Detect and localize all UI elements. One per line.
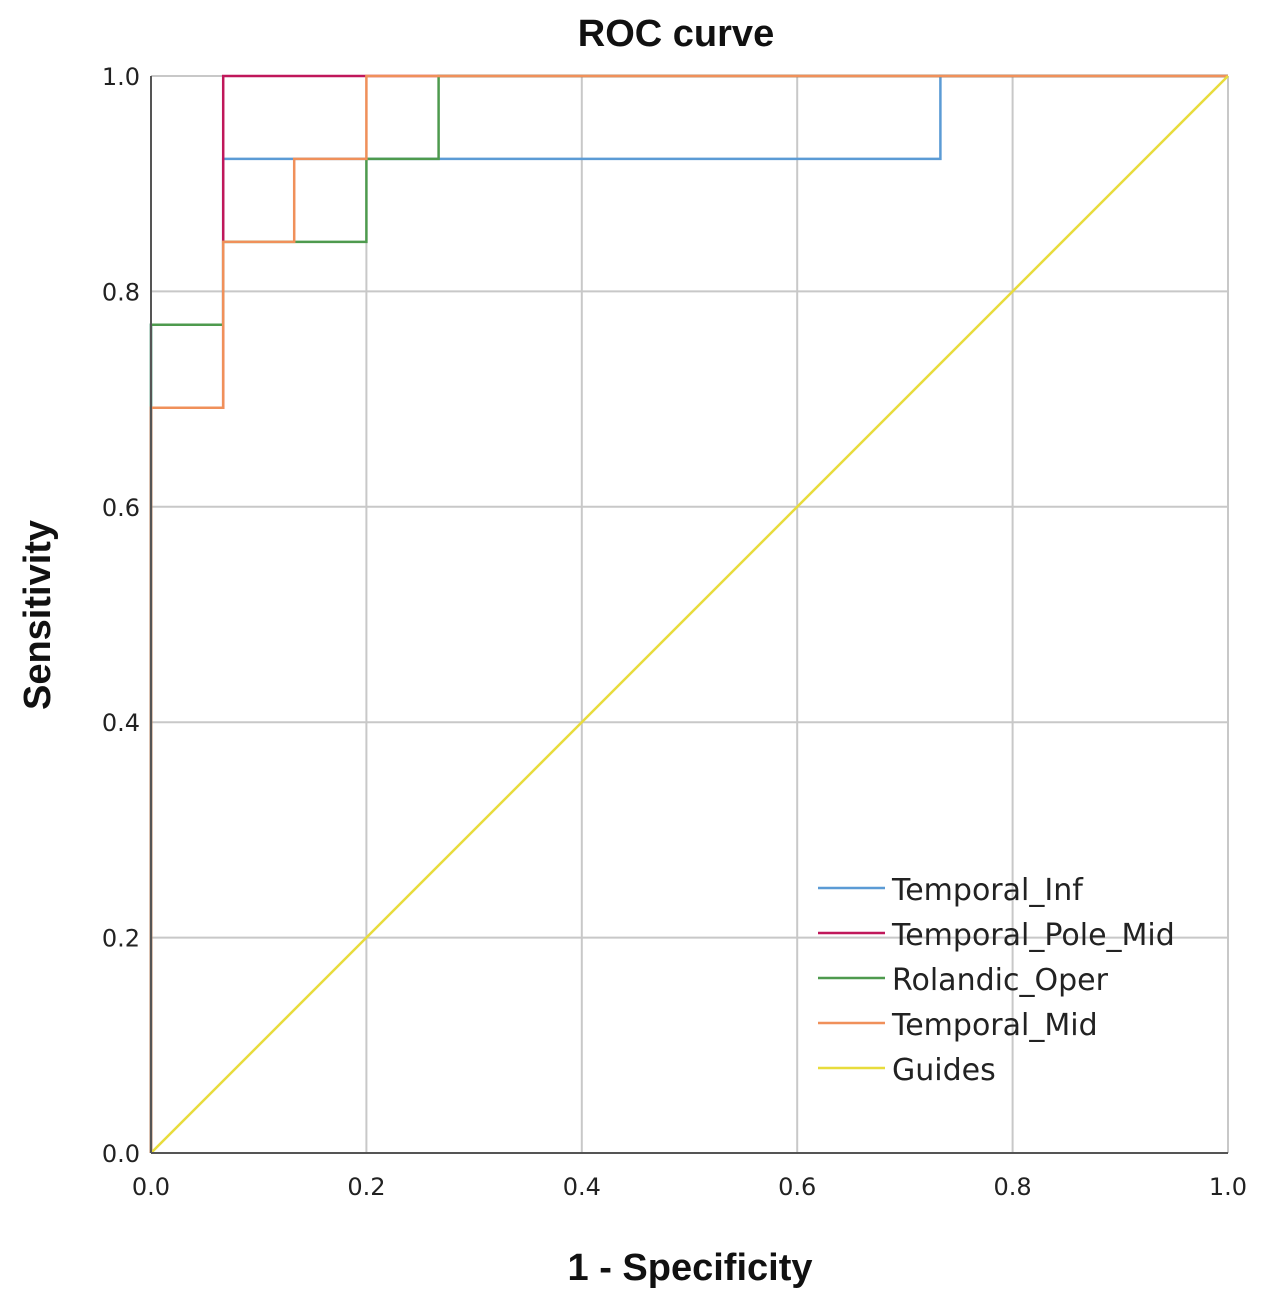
y-tick-label: 0.4 [102, 709, 140, 737]
legend-label: Guides [892, 1053, 996, 1088]
x-tick-label: 0.8 [994, 1173, 1032, 1201]
chart-title: ROC curve [578, 13, 774, 55]
y-tick-label: 0.8 [102, 278, 140, 306]
y-tick-label: 0.0 [102, 1140, 140, 1168]
x-tick-label: 1.0 [1209, 1173, 1247, 1201]
x-tick-label: 0.0 [132, 1173, 170, 1201]
x-tick-label: 0.2 [347, 1173, 385, 1201]
y-tick-label: 0.2 [102, 925, 140, 953]
legend: Temporal_Inf Temporal_Pole_Mid Rolandic_Op… [818, 873, 1175, 1088]
y-axis-title: Sensitivity [17, 520, 59, 710]
y-tick-label: 0.6 [102, 494, 140, 522]
legend-label: Temporal_Inf [891, 873, 1084, 908]
legend-label: Temporal_Mid [891, 1008, 1098, 1043]
series-line-guides [150, 75, 1229, 1154]
axes [150, 76, 1228, 1154]
x-tick-label: 0.6 [778, 1173, 816, 1201]
x-axis-title: 1 - Specificity [568, 1247, 813, 1289]
y-tick-label: 1.0 [102, 63, 140, 91]
legend-label: Rolandic_Oper [892, 963, 1109, 998]
x-tick-label: 0.4 [563, 1173, 601, 1201]
tick-labels: 0.0 0.2 0.4 0.6 0.8 1.0 0.0 0.2 0.4 0.6 0.8 1.0 [102, 63, 1247, 1201]
legend-label: Temporal_Pole_Mid [891, 918, 1175, 953]
series-line-temporal-mid [149, 74, 1228, 1153]
series-line-rolandic-oper [149, 74, 1228, 1153]
